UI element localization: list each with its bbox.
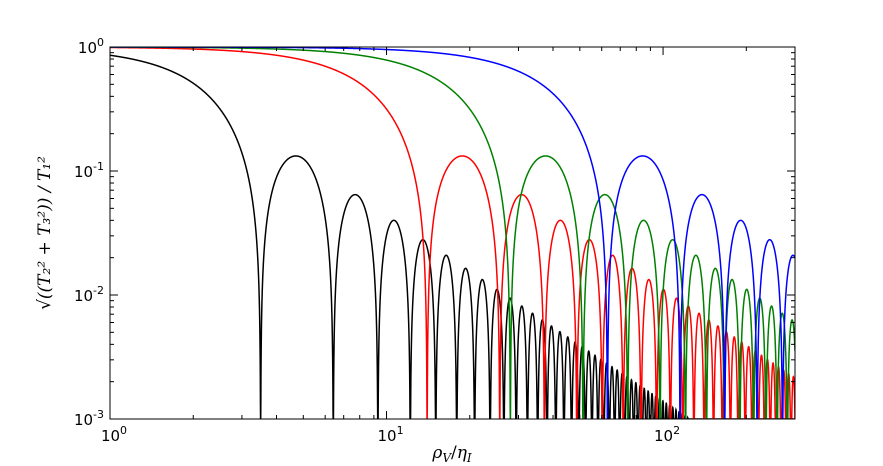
y-tick-label: 10-3 — [74, 408, 104, 429]
x-label-slash: / — [451, 443, 457, 463]
y-tick-label: 10-1 — [74, 160, 104, 181]
ticks-layer — [109, 46, 796, 420]
tick-labels: 100 101 102 10-3 10-2 10-1 100 — [74, 36, 680, 445]
x-tick-label: 100 — [101, 424, 127, 445]
x-label-eta: η — [457, 443, 468, 463]
series-line-black — [110, 54, 795, 419]
x-label-sub-i: I — [466, 451, 472, 465]
y-tick-label: 10-2 — [74, 284, 104, 305]
x-tick-label: 102 — [654, 424, 680, 445]
x-label-sub-v: V — [442, 451, 452, 465]
x-tick-label: 101 — [377, 424, 403, 445]
y-axis-label: √((T₂² + T₃²)) / T₁² — [35, 156, 55, 310]
y-axis-label-text: √((T₂² + T₃²)) / T₁² — [35, 156, 55, 310]
y-tick-label: 100 — [78, 36, 104, 57]
plot-frame — [109, 46, 796, 420]
series-layer — [110, 47, 795, 419]
x-axis-label: ρV/ηI — [431, 443, 472, 465]
x-label-rho: ρ — [431, 443, 442, 463]
